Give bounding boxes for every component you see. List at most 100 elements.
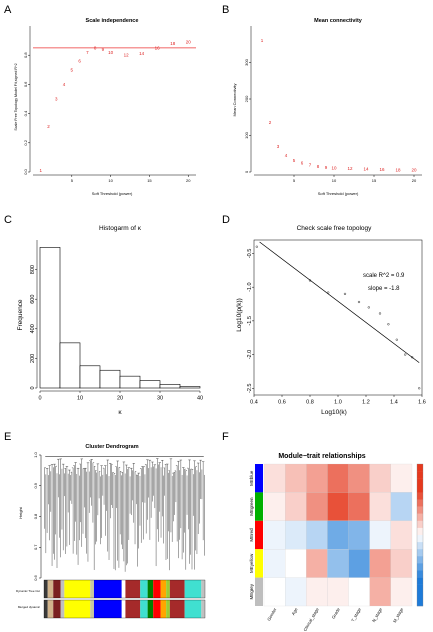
panel-a-point-label: 6 [78, 59, 81, 64]
panel-a-point-label: 12 [124, 53, 130, 58]
panel-b-title: Mean connectivity [314, 18, 363, 24]
panel-e-module-band [90, 580, 94, 598]
panel-e-module-band [121, 580, 126, 598]
panel-d-title: Check scale free topology [297, 225, 373, 232]
panel-e-module-band [90, 600, 94, 618]
panel-d-point [418, 387, 421, 390]
panel-c-xlabel: κ [118, 409, 122, 416]
panel-f-cell [285, 520, 307, 550]
panel-a-x-tick-label: 10 [108, 178, 113, 183]
panel-d-point [387, 323, 390, 326]
panel-f-column-label: Gender [266, 606, 278, 621]
panel-b-point-label: 8 [317, 164, 320, 169]
panel-e-module-band [121, 600, 126, 618]
panel-b-x-tick-label: 20 [412, 178, 417, 183]
panel-f-colorbar-segment [417, 499, 423, 507]
panel-f-row-label: MEyellow [249, 553, 254, 573]
panel-f-cell [327, 577, 349, 607]
panel-b-point-label: 18 [395, 167, 401, 172]
panel-e-module-band [166, 600, 170, 618]
panel-d-x-tick-label: 0.8 [306, 400, 314, 406]
panel-a-ylabel: Scale Free Topology Model Fit,signed R^2 [14, 63, 18, 130]
panel-e-y-tick-label: 0.9 [33, 482, 38, 488]
panel-d-x-tick-label: 0.6 [278, 400, 286, 406]
panel-f-column-label: N_stage [371, 606, 383, 623]
panel-e-module-band [140, 600, 148, 618]
panel-e-module-band [125, 600, 141, 618]
panel-f-cell [263, 549, 286, 578]
panel-e-module-band [201, 580, 205, 598]
panel-e-ylabel: Height [18, 506, 23, 518]
panel-f-title: Module−trait relationships [278, 453, 365, 460]
panel-b-point-label: 14 [363, 167, 369, 172]
panel-d-y-tick-label: -1.5 [247, 316, 253, 325]
panel-a-y-tick-label: 0.6 [23, 81, 28, 87]
panel-d-x-tick-label: 1.2 [362, 400, 370, 406]
panel-f-colorbar-segment [417, 598, 423, 607]
panel-f-cell [306, 577, 328, 607]
panel-c-y-tick-label: 800 [30, 265, 36, 274]
panel-f-cell [263, 520, 286, 550]
panel-e-title: Cluster Dendrogram [85, 444, 138, 450]
panel-e-module-band [64, 580, 91, 598]
panel-d-plot-frame [253, 239, 423, 396]
panel-letter-c: C [4, 214, 12, 226]
panel-letter-d: D [222, 214, 230, 226]
panel-f-colorbar-segment [417, 591, 423, 600]
panel-f-cell [348, 549, 370, 578]
panel-c-y-tick-label: 400 [30, 324, 36, 333]
panel-b-point-label: 6 [301, 161, 304, 166]
panel-e-module-band [147, 600, 154, 618]
panel-f-module-swatch [255, 520, 263, 550]
panel-a-y-tick-label: 0.2 [23, 139, 28, 145]
panel-f-column-label: Age [291, 606, 299, 616]
panel-e-module-band [147, 580, 154, 598]
panel-b-point-label: 16 [379, 167, 385, 172]
panel-b-point-label: 5 [293, 158, 296, 163]
panel-c-ylabel: Frequence [17, 299, 24, 330]
panel-a-point-label: 1 [40, 168, 43, 173]
panel-d-annotation-r2: scale R^2 = 0.9 [363, 273, 405, 279]
panel-c-y-tick-label: 0 [30, 386, 36, 389]
panel-b-point-label: 20 [411, 167, 417, 172]
panel-f-colorbar-segment [417, 485, 423, 493]
panel-e-module-band [60, 600, 65, 618]
panel-f-cell [327, 492, 349, 521]
panel-a-x-tick-label: 5 [71, 178, 74, 183]
panel-c-bar [119, 375, 141, 389]
panel-d-point [308, 279, 312, 282]
panel-f-colorbar-segment [417, 577, 423, 585]
panel-d-point [404, 353, 407, 356]
panel-b-point-label: 9 [325, 165, 328, 170]
panel-letter-a: A [4, 4, 12, 16]
panel-e-y-tick-label: 0.7 [33, 544, 38, 550]
panel-a-point-label: 14 [139, 51, 145, 56]
panel-a-xlabel: Soft Threshold (power) [92, 191, 133, 196]
panel-b-xlabel: Soft Threshold (power) [318, 191, 359, 196]
panel-d-point [411, 356, 414, 359]
panel-c-bar [159, 383, 181, 389]
panel-f-cell [306, 520, 328, 550]
panel-e-module-band [93, 600, 122, 618]
panel-f-cell [390, 520, 413, 550]
panel-f-colorbar-segment [417, 478, 423, 486]
panel-e-module-band [44, 600, 48, 618]
panel-f-colorbar-segment [417, 570, 423, 578]
panel-d-y-tick-label: -2.5 [247, 384, 253, 393]
panel-d-point [395, 338, 398, 341]
panel-f-cell [327, 549, 349, 578]
panel-f-colorbar-segment [417, 471, 423, 479]
panel-f-cell [390, 492, 413, 521]
panel-a-y-tick-label: 0.4 [23, 110, 28, 116]
panel-f-cell [285, 492, 307, 521]
panel-a-point-label: 4 [63, 82, 66, 87]
panel-f-cell [327, 463, 349, 493]
panel-a-point-label: 9 [102, 47, 105, 52]
panel-e-module-band [160, 580, 167, 598]
panel-letter-b: B [222, 4, 229, 16]
panel-f-cell [369, 549, 391, 578]
panel-f-row-label: MEblue [249, 470, 254, 486]
panel-a-y-tick-label: 0.0 [23, 168, 28, 174]
panel-e-band-frame [43, 579, 206, 599]
